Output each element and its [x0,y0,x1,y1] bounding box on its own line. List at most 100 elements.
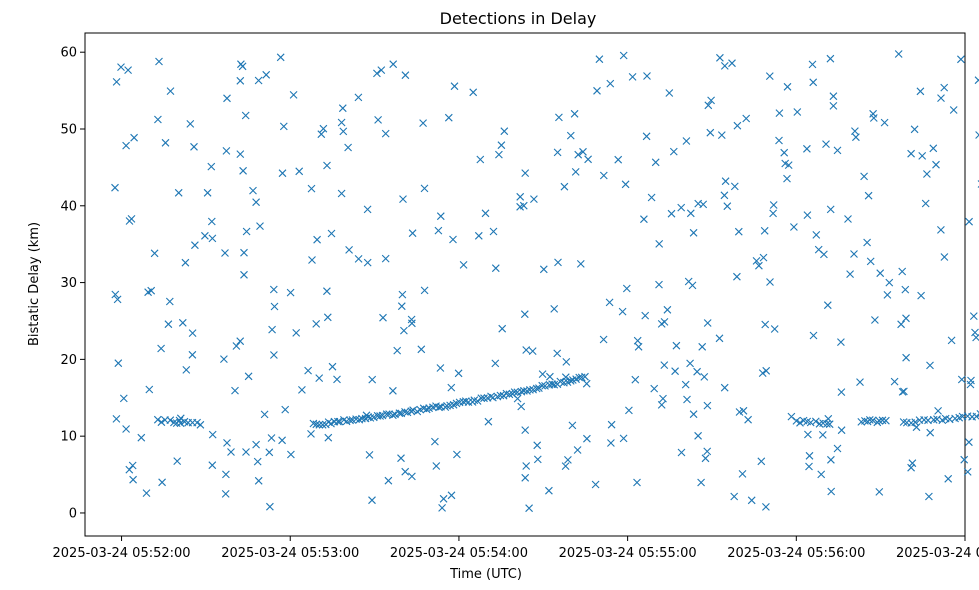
data-point-marker [689,410,698,419]
data-point-marker [389,411,397,420]
data-point-marker [223,94,231,103]
data-point-marker [804,430,812,439]
data-point-marker [166,416,175,425]
data-point-marker [221,490,230,498]
data-point-marker [720,383,729,392]
data-point-marker [201,231,209,240]
data-point-marker [254,476,263,485]
data-point-marker [530,195,538,203]
data-point-marker [553,349,562,358]
data-point-marker [765,72,774,80]
data-point-marker [444,113,453,122]
data-point-marker [875,488,884,496]
data-point-marker [496,391,505,400]
data-point-marker [717,131,726,139]
data-point-marker [591,480,600,489]
data-point-marker [384,476,393,485]
data-point-marker [579,147,587,156]
data-point-marker [208,461,217,470]
data-point-marker [401,467,410,476]
data-point-marker [693,367,701,376]
data-point-marker [618,307,627,316]
data-point-marker [408,472,416,481]
data-point-marker [453,450,461,459]
data-point-marker [866,257,875,266]
data-point-marker [599,171,608,180]
data-point-marker [491,264,500,273]
data-point-marker [389,60,398,69]
data-point-marker [734,227,743,236]
data-point-marker [238,62,247,71]
data-point-marker [208,234,217,243]
data-point-marker [111,290,120,299]
data-point-marker [346,416,354,425]
data-point-marker [365,451,374,459]
data-point-marker [174,188,183,197]
data-point-marker [865,416,874,424]
data-point-marker [376,412,384,420]
data-point-marker [481,209,490,218]
data-point-marker [362,411,371,420]
data-point-marker [242,227,251,236]
data-point-marker [818,431,827,439]
x-tick-label: 2025-03-24 05:57:00 [896,546,979,561]
data-point-marker [401,71,410,80]
data-point-marker [191,241,199,250]
data-point-marker [805,451,814,460]
data-point-marker [650,384,659,393]
data-point-marker [242,448,250,456]
data-point-marker [176,414,185,423]
data-point-marker [443,402,451,410]
data-point-marker [420,184,429,193]
data-point-marker [186,120,195,128]
data-point-marker [236,337,245,346]
data-point-marker [317,130,326,139]
data-point-marker [762,503,770,511]
data-point-marker [489,227,498,236]
data-point-marker [344,143,352,152]
data-point-marker [328,362,337,371]
data-point-marker [566,131,575,140]
data-point-marker [113,295,122,304]
data-point-marker [969,312,978,320]
data-point-marker [244,372,253,381]
data-point-marker [739,406,748,415]
data-point-marker [707,96,715,105]
data-point-marker [780,148,789,157]
data-point-marker [625,406,633,415]
data-point-marker [957,375,966,384]
data-point-marker [926,428,935,437]
data-point-marker [358,414,366,423]
data-point-marker [265,448,274,457]
data-point-marker [932,160,940,169]
data-point-marker [315,374,324,382]
data-point-marker [827,455,835,464]
data-point-marker [122,425,130,433]
data-point-marker [309,419,318,428]
data-point-marker [208,430,217,439]
data-point-marker [564,456,572,464]
data-point-marker [730,492,739,501]
data-point-marker [327,229,336,238]
data-point-marker [805,462,813,471]
data-point-marker [775,136,783,145]
data-point-marker [450,82,459,91]
data-point-marker [940,253,949,261]
data-point-marker [538,381,547,390]
data-point-marker [484,417,493,426]
data-point-marker [975,131,979,139]
data-point-marker [671,367,679,376]
data-point-marker [605,298,614,307]
data-point-marker [454,369,463,378]
data-point-marker [278,436,286,445]
data-point-marker [473,397,482,405]
data-point-marker [420,286,429,295]
data-point-marker [698,342,707,351]
data-point-marker [701,454,710,463]
data-point-marker [252,198,260,207]
data-point-marker [971,328,979,337]
data-point-marker [555,113,563,122]
data-point-marker [963,468,972,476]
data-point-marker [337,118,346,127]
x-tick-label: 2025-03-24 05:55:00 [559,546,697,561]
